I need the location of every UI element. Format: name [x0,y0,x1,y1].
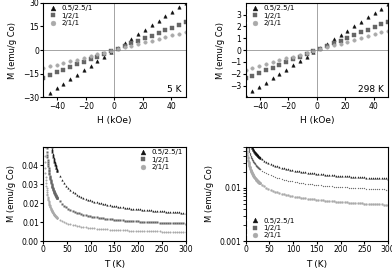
X-axis label: T (K): T (K) [104,260,125,269]
X-axis label: T (K): T (K) [306,260,327,269]
Y-axis label: M (emu/g Co): M (emu/g Co) [205,165,214,222]
Y-axis label: M (emu/g Co): M (emu/g Co) [7,165,16,222]
Y-axis label: M (emu/g Co): M (emu/g Co) [8,21,17,79]
Y-axis label: M (emu/g Co): M (emu/g Co) [216,21,225,79]
Legend: 0.5/2.5/1, 1/2/1, 2/1/1: 0.5/2.5/1, 1/2/1, 2/1/1 [136,149,183,171]
X-axis label: H (kOe): H (kOe) [299,116,334,125]
Text: 298 K: 298 K [358,85,384,93]
X-axis label: H (kOe): H (kOe) [97,116,132,125]
Text: 5 K: 5 K [167,85,181,93]
Legend: 0.5/2.5/1, 1/2/1, 2/1/1: 0.5/2.5/1, 1/2/1, 2/1/1 [248,5,296,27]
Legend: 0.5/2.5/1, 1/2/1, 2/1/1: 0.5/2.5/1, 1/2/1, 2/1/1 [248,217,296,239]
Legend: 0.5/2.5/1, 1/2/1, 2/1/1: 0.5/2.5/1, 1/2/1, 2/1/1 [45,5,93,27]
